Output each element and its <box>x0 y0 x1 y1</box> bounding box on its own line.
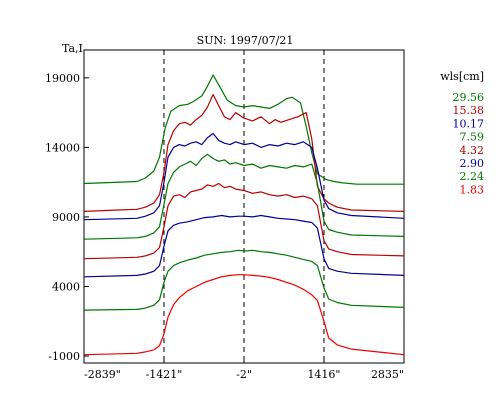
series-line-1.83 <box>83 274 405 356</box>
x-tick-label-0: -2839" <box>84 368 121 381</box>
series-line-2.90 <box>83 214 405 278</box>
vertical-markers <box>163 50 325 363</box>
y-axis: 19000 14000 9000 4000 -1000 <box>45 72 89 363</box>
series-group <box>83 74 405 356</box>
y-tick-label-3: 4000 <box>52 280 80 293</box>
x-tick-label-3: 1416" <box>307 368 340 381</box>
legend-item-4.32: 4.32 <box>460 144 485 157</box>
legend-item-7.59: 7.59 <box>460 131 485 144</box>
legend-item-10.17: 10.17 <box>453 117 485 130</box>
series-line-2.24 <box>83 249 405 311</box>
series-line-10.17 <box>83 132 405 221</box>
y-tick-label-1: 14000 <box>45 141 80 154</box>
series-line-4.32 <box>83 182 405 260</box>
x-tick-label-4: 2835" <box>371 368 404 381</box>
legend-item-1.83: 1.83 <box>460 183 485 196</box>
y-tick-label-0: 19000 <box>45 72 80 85</box>
x-tick-label-1: -1421" <box>146 368 183 381</box>
legend-item-15.38: 15.38 <box>453 104 485 117</box>
series-line-7.59 <box>83 153 405 240</box>
y-tick-label-2: 9000 <box>52 211 80 224</box>
legend-item-2.24: 2.24 <box>460 170 485 183</box>
chart-title: SUN: 1997/07/21 <box>197 34 294 47</box>
y-axis-label: Ta,I <box>62 42 83 55</box>
legend-item-2.90: 2.90 <box>460 157 485 170</box>
legend-item-29.56: 29.56 <box>453 91 485 104</box>
legend-title: wls[cm] <box>440 70 484 83</box>
series-line-29.56 <box>83 74 404 185</box>
y-tick-label-4: -1000 <box>48 350 80 363</box>
x-axis: -2839" -1421" -2" 1416" 2835" <box>83 358 405 381</box>
x-tick-label-2: -2" <box>236 368 252 381</box>
